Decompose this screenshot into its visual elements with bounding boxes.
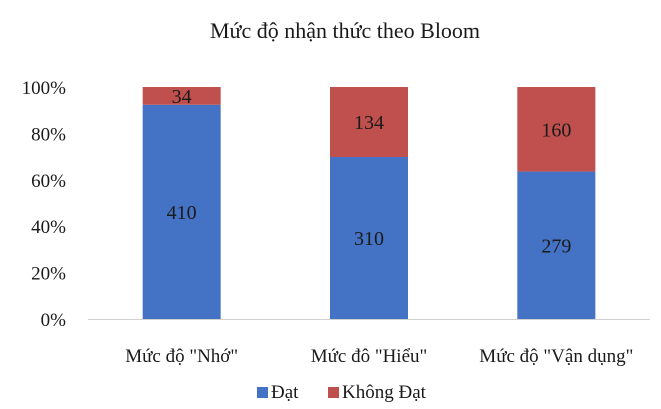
bar-segment [517,171,596,319]
data-label: 160 [541,119,571,141]
data-label: 410 [167,202,197,224]
data-label: 279 [541,235,571,257]
y-tick-label: 80% [31,124,66,145]
data-label: 310 [354,228,384,250]
data-label: 134 [354,112,384,134]
y-tick-label: 60% [31,171,66,192]
legend-label: Không Đạt [342,382,427,403]
legend: Đạt Không Đạt [257,382,427,403]
y-tick-label: 20% [31,264,66,285]
legend-label: Đạt [271,382,299,403]
category-label: Mức độ "Nhớ" [125,346,238,367]
x-axis: Mức độ "Nhớ" Mức đô "Hiểu" Mức độ "Vận dụn… [88,319,650,367]
bar-segment [517,87,596,172]
category-label: Mức đô "Hiểu" [311,346,428,367]
legend-swatch [257,387,268,398]
y-tick-label: 100% [22,78,67,99]
bar-segment [330,87,408,158]
bar-segment [142,87,221,105]
y-tick-label: 0% [41,310,67,331]
bar-segment [142,104,221,319]
data-label: 34 [172,86,192,108]
legend-swatch [328,387,339,398]
category-label: Mức độ "Vận dụng" [479,346,633,367]
y-axis: 0% 20% 40% 60% 80% 100% [22,78,67,331]
bars: 410 34 310 134 279 160 [142,86,596,319]
chart-title: Mức độ nhận thức theo Bloom [210,18,480,43]
y-tick-label: 40% [31,217,66,238]
bar-segment [330,157,408,319]
